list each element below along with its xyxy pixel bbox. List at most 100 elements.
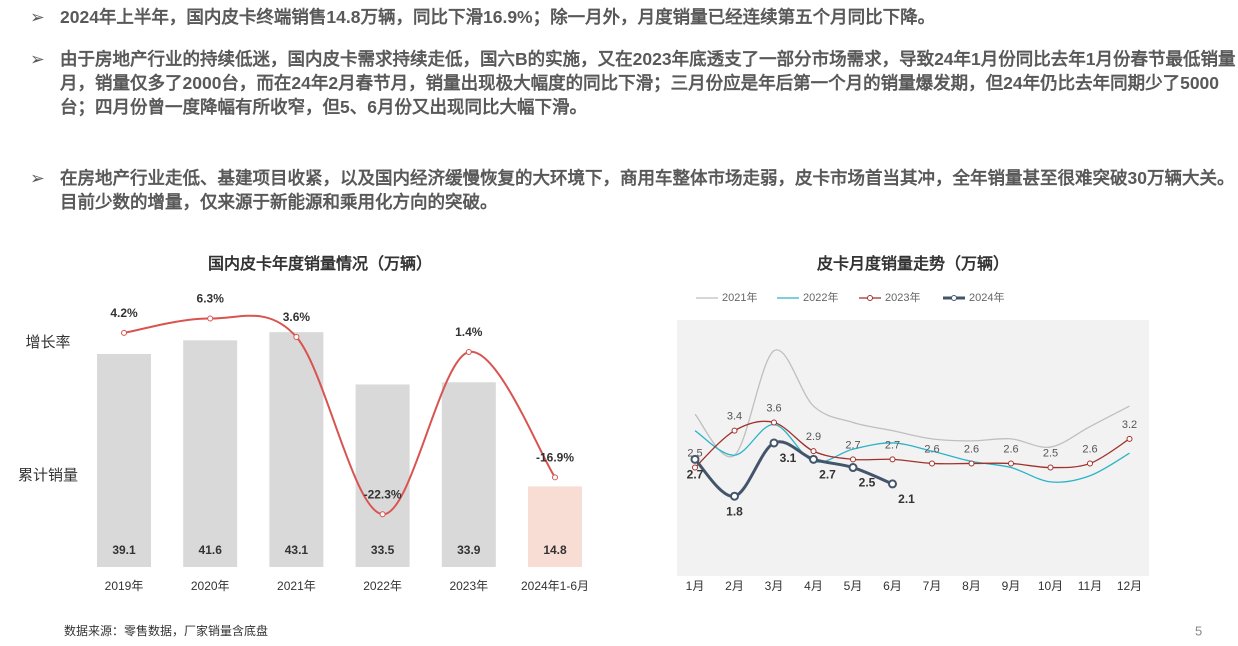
data-label: 2.5 (859, 476, 876, 490)
data-label: 3.6% (283, 310, 311, 324)
legend-marker (951, 295, 957, 301)
data-label: 2.5 (687, 447, 702, 459)
bar (441, 382, 496, 567)
x-tick-label: 3月 (765, 579, 784, 593)
line (694, 420, 1130, 469)
legend-label: 2023年 (885, 290, 920, 304)
data-label: 33.5 (371, 543, 395, 557)
bar (269, 332, 324, 567)
point (929, 460, 935, 467)
bar (355, 384, 410, 567)
point (810, 448, 817, 455)
bar (183, 340, 238, 567)
x-tick-label: 2019年 (105, 579, 144, 593)
data-label: 2.6 (964, 443, 979, 455)
chart-title: 皮卡月度销量走势（万辆） (816, 254, 1009, 273)
point (121, 329, 127, 336)
series-label: 累计销量 (18, 467, 78, 484)
point (207, 315, 214, 322)
data-label: 3.6 (766, 402, 781, 414)
data-label: 1.8 (726, 504, 743, 518)
data-label: 4.2% (110, 306, 138, 320)
x-tick-label: 10月 (1038, 579, 1063, 593)
data-label: 2.7 (819, 468, 836, 482)
data-label: 2.6 (1082, 443, 1097, 455)
x-tick-label: 5月 (844, 579, 863, 593)
bullet: ➢ 在房地产行业走低、基建项目收紧，以及国内经济缓慢恢复的大环境下，商用车整体市场… (30, 168, 1235, 212)
x-tick-label: 12月 (1117, 579, 1142, 593)
data-label: 2.1 (898, 492, 915, 506)
point (379, 511, 386, 518)
bar (528, 486, 582, 567)
point (690, 454, 700, 464)
bullet: ➢ 由于房地产行业的持续低迷，国内皮卡需求持续走低，国六B的实施，又在2023年底… (30, 49, 1236, 117)
data-label: -16.9% (536, 450, 574, 464)
point (731, 427, 738, 434)
point (848, 463, 858, 473)
data-label: 3.2 (1122, 419, 1137, 431)
data-label: 2.7 (687, 468, 704, 482)
data-label: 33.9 (457, 543, 481, 557)
point (1126, 435, 1133, 442)
plot-area (677, 320, 1149, 576)
data-label: 41.6 (199, 543, 223, 557)
data-label: 14.8 (543, 543, 567, 557)
point (809, 454, 818, 464)
x-tick-label: 6月 (883, 579, 902, 593)
x-tick-label: 1月 (686, 579, 705, 593)
point (889, 456, 896, 463)
x-tick-label: 2月 (725, 579, 744, 593)
data-label: 2.6 (924, 443, 939, 455)
point (293, 333, 300, 340)
legend-marker (867, 295, 873, 301)
chart-title: 国内皮卡年度销量情况（万辆） (208, 254, 432, 273)
point (888, 479, 897, 489)
page-number: 5 (1195, 623, 1202, 638)
point (552, 474, 558, 481)
legend-label: 2024年 (969, 290, 1004, 304)
point (1008, 460, 1014, 467)
data-label: 1.4% (455, 325, 483, 339)
source: 数据来源：零售数据，厂家销量含底盘 (64, 623, 268, 638)
data-label: 2.7 (885, 439, 900, 451)
data-label: 2.6 (1003, 443, 1018, 455)
legend-label: 2022年 (803, 290, 838, 304)
bullet-text: 由于房地产行业的持续低迷，国内皮卡需求持续走低，国六B的实施，又在2023年底透… (60, 49, 1236, 117)
data-label: 43.1 (285, 543, 309, 557)
point (769, 438, 779, 448)
point (968, 460, 975, 467)
line (694, 349, 1130, 458)
x-tick-label: 9月 (1002, 579, 1021, 593)
point (465, 349, 472, 356)
x-tick-label: 2020年 (191, 579, 230, 593)
x-tick-label: 8月 (962, 579, 981, 593)
data-label: 2.7 (845, 439, 860, 451)
point (850, 456, 856, 463)
x-tick-label: 2022年 (363, 579, 402, 593)
point (1047, 464, 1054, 471)
x-tick-label: 2024年1-6月 (521, 579, 589, 593)
point (1087, 460, 1093, 467)
data-label: 39.1 (112, 543, 136, 557)
data-label: 6.3% (197, 292, 225, 306)
x-tick-label: 11月 (1078, 579, 1102, 593)
data-label: -22.3% (364, 487, 402, 501)
data-label: 2.9 (806, 431, 821, 443)
bullet-text: 2024年上半年，国内皮卡终端销售14.8万辆，同比下滑16.9%；除一月外，月… (60, 7, 936, 27)
data-label: 3.4 (727, 411, 742, 423)
x-tick-label: 4月 (804, 579, 823, 593)
point (730, 491, 739, 501)
series-label: 增长率 (25, 334, 70, 351)
bar (97, 353, 151, 567)
x-tick-label: 2023年 (449, 579, 488, 593)
data-label: 3.1 (780, 451, 797, 465)
point (771, 419, 777, 426)
x-tick-label: 7月 (923, 579, 942, 593)
x-tick-label: 2021年 (277, 579, 316, 593)
bullet-text: 在房地产行业走低、基建项目收紧，以及国内经济缓慢恢复的大环境下，商用车整体市场走… (60, 168, 1235, 212)
bullet: ➢ 2024年上半年，国内皮卡终端销售14.8万辆，同比下滑16.9%；除一月外，… (30, 7, 936, 27)
data-label: 2.5 (1043, 447, 1058, 459)
legend-label: 2021年 (722, 290, 757, 304)
